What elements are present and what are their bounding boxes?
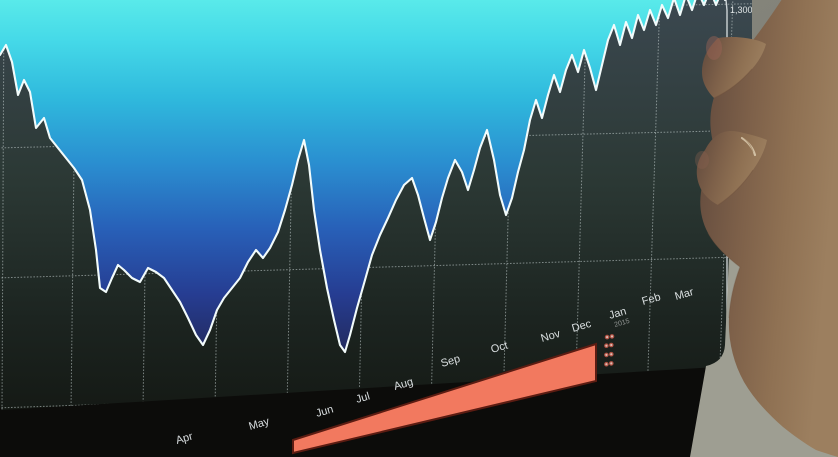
svg-text:1,300: 1,300 bbox=[730, 5, 753, 15]
